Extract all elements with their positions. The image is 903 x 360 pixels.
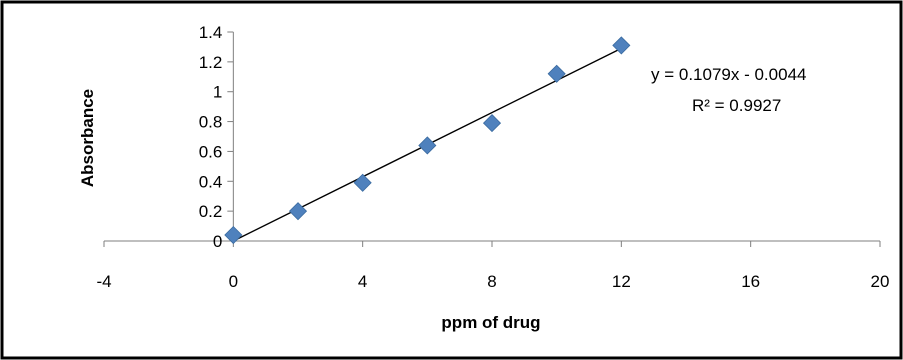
y-tick-label: 0.8 [199, 113, 223, 132]
y-tick-label: 1.4 [199, 23, 223, 42]
y-axis-title: Absorbance [78, 89, 97, 187]
x-tick-label: 0 [229, 272, 238, 291]
data-point [547, 64, 566, 83]
tick-labels: -4 0 4 8 12 16 20 0 0.2 0.4 0.6 0.8 1 1.2 1.4 [96, 23, 889, 291]
x-tick-label: 16 [741, 272, 760, 291]
x-axis-title: ppm of drug [441, 313, 540, 332]
data-point [482, 113, 502, 133]
data-point [224, 225, 243, 245]
y-tick-label: 0 [213, 232, 222, 251]
y-tick-label: 1.2 [199, 53, 223, 72]
data-point [353, 173, 372, 192]
data-point [288, 202, 308, 221]
y-tick-label: 0.2 [199, 202, 223, 221]
y-tick-label: 0.4 [199, 172, 223, 191]
r-squared-label: R² = 0.9927 [692, 96, 781, 115]
x-tick-label: 4 [358, 272, 367, 291]
data-point [612, 36, 631, 55]
y-tick-label: 1 [213, 83, 222, 102]
data-points [224, 36, 631, 245]
data-point [418, 136, 437, 155]
x-tick-label: 20 [871, 272, 890, 291]
x-tick-label: 12 [612, 272, 631, 291]
trendline-equation: y = 0.1079x - 0.0044 [651, 65, 806, 84]
x-tick-label: 8 [487, 272, 496, 291]
y-tick-label: 0.6 [199, 142, 223, 161]
x-tick-label: -4 [96, 272, 111, 291]
